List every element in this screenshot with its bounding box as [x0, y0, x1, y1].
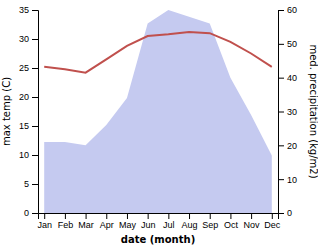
tick-mark: [278, 44, 284, 45]
x-axis-title: date (month): [121, 234, 195, 245]
tick-label: 35: [19, 5, 29, 15]
tick: Nov: [244, 213, 261, 230]
tick-mark: [106, 213, 107, 219]
tick: 30: [19, 34, 38, 44]
marks: [44, 10, 272, 213]
tick-mark: [210, 213, 211, 219]
axis-line: [39, 214, 279, 220]
tick-label: Sep: [202, 220, 218, 230]
tick-label: 10: [19, 150, 29, 160]
tick-mark: [32, 97, 38, 98]
tick-label: 5: [24, 179, 29, 189]
tick-mark: [44, 213, 45, 219]
tick: 0: [278, 208, 292, 218]
tick: 35: [19, 5, 38, 15]
tick-label: 15: [19, 121, 29, 131]
tick-mark: [86, 213, 87, 219]
tick-mark: [230, 213, 231, 219]
tick-mark: [32, 39, 38, 40]
tick-mark: [32, 68, 38, 69]
tick-mark: [32, 213, 38, 214]
tick-label: Jan: [37, 220, 52, 230]
tick: 10: [278, 175, 297, 185]
tick-label: 50: [287, 39, 297, 49]
tick-label: 40: [287, 73, 297, 83]
tick-mark: [32, 155, 38, 156]
tick-label: Feb: [58, 220, 74, 230]
tick: 0: [24, 208, 38, 218]
tick-label: 0: [287, 208, 292, 218]
tick-mark: [278, 78, 284, 79]
tick: 15: [19, 121, 38, 131]
tick-label: 30: [287, 107, 297, 117]
tick: 40: [278, 73, 297, 83]
tick-label: Nov: [244, 220, 261, 230]
tick-label: Aug: [182, 220, 198, 230]
tick-label: Jun: [141, 220, 156, 230]
temperature-line: [44, 32, 272, 73]
tick-label: Mar: [78, 220, 94, 230]
tick-mark: [148, 213, 149, 219]
x-axis: Jan Feb Mar Apr May Jun Jul Aug Sep Oct NovDec: [37, 213, 280, 230]
tick: Jun: [141, 213, 156, 230]
tick-mark: [189, 213, 190, 219]
tick: 50: [278, 39, 297, 49]
tick: 60: [278, 5, 297, 15]
tick-mark: [278, 145, 284, 146]
tick: May: [119, 213, 137, 230]
tick-mark: [32, 126, 38, 127]
tick-label: 20: [287, 141, 297, 151]
tick-label: Apr: [100, 220, 114, 230]
tick-mark: [127, 213, 128, 219]
y-axis-title: max temp (C): [1, 77, 12, 146]
y-axis: 0 5 10 15 20 25 30 35: [19, 5, 39, 218]
tick-mark: [278, 213, 284, 214]
y2-axis-title: med. precipitation (kg/m2): [308, 44, 318, 178]
tick: Feb: [58, 213, 74, 230]
plot: Jan Feb Mar Apr May Jun Jul Aug Sep Oct NovDec 0 5 10…: [19, 5, 297, 230]
tick-mark: [278, 10, 284, 11]
tick: Apr: [100, 213, 114, 230]
chart-container: Jan Feb Mar Apr May Jun Jul Aug Sep Oct NovDec 0 5 10…: [0, 0, 318, 247]
tick-label: Oct: [224, 220, 239, 230]
tick-mark: [278, 179, 284, 180]
tick: 20: [278, 141, 297, 151]
tick-mark: [32, 10, 38, 11]
tick-label: 10: [287, 175, 297, 185]
tick: 30: [278, 107, 297, 117]
tick: 25: [19, 63, 38, 73]
chart: Jan Feb Mar Apr May Jun Jul Aug Sep Oct NovDec 0 5 10…: [0, 0, 318, 247]
tick-mark: [65, 213, 66, 219]
tick-label: 30: [19, 34, 29, 44]
tick: Mar: [78, 213, 94, 230]
tick: Aug: [182, 213, 198, 230]
tick: 20: [19, 92, 38, 102]
tick: Oct: [224, 213, 239, 230]
tick-mark: [32, 184, 38, 185]
axis-line: [32, 11, 39, 214]
precipitation-area: [44, 10, 272, 213]
tick-mark: [251, 213, 252, 219]
tick-label: 25: [19, 63, 29, 73]
tick-label: Dec: [264, 220, 281, 230]
axis-line: [279, 11, 285, 214]
y2-axis: 0 10 20 30 40 50 60: [278, 5, 297, 218]
tick-label: May: [119, 220, 137, 230]
tick: 5: [24, 179, 38, 189]
tick: Sep: [202, 213, 218, 230]
tick-label: Jul: [163, 220, 175, 230]
tick: Jan: [37, 213, 52, 230]
tick-mark: [272, 213, 273, 219]
tick: Jul: [163, 213, 175, 230]
tick-label: 0: [24, 208, 29, 218]
tick-label: 20: [19, 92, 29, 102]
tick-label: 60: [287, 5, 297, 15]
tick: Dec: [264, 213, 281, 230]
tick: 10: [19, 150, 38, 160]
tick-mark: [278, 112, 284, 113]
tick-mark: [168, 213, 169, 219]
